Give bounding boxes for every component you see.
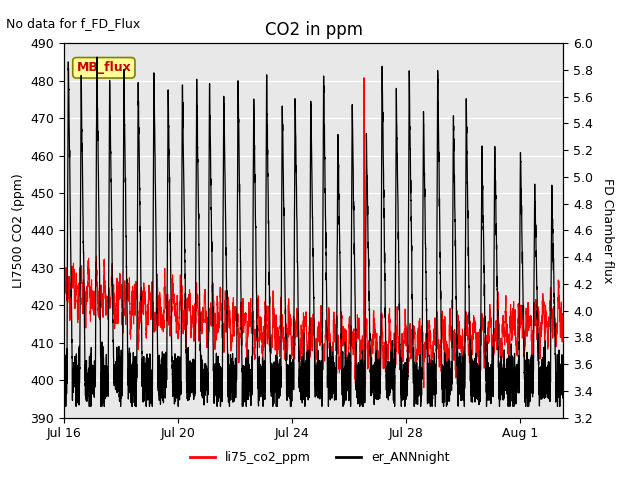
Y-axis label: LI7500 CO2 (ppm): LI7500 CO2 (ppm) <box>12 173 25 288</box>
Legend: li75_co2_ppm, er_ANNnight: li75_co2_ppm, er_ANNnight <box>186 446 454 469</box>
Title: CO2 in ppm: CO2 in ppm <box>264 21 363 39</box>
Text: MB_flux: MB_flux <box>77 61 131 74</box>
Y-axis label: FD Chamber flux: FD Chamber flux <box>601 178 614 283</box>
Text: No data for f_FD_Flux: No data for f_FD_Flux <box>6 17 141 30</box>
